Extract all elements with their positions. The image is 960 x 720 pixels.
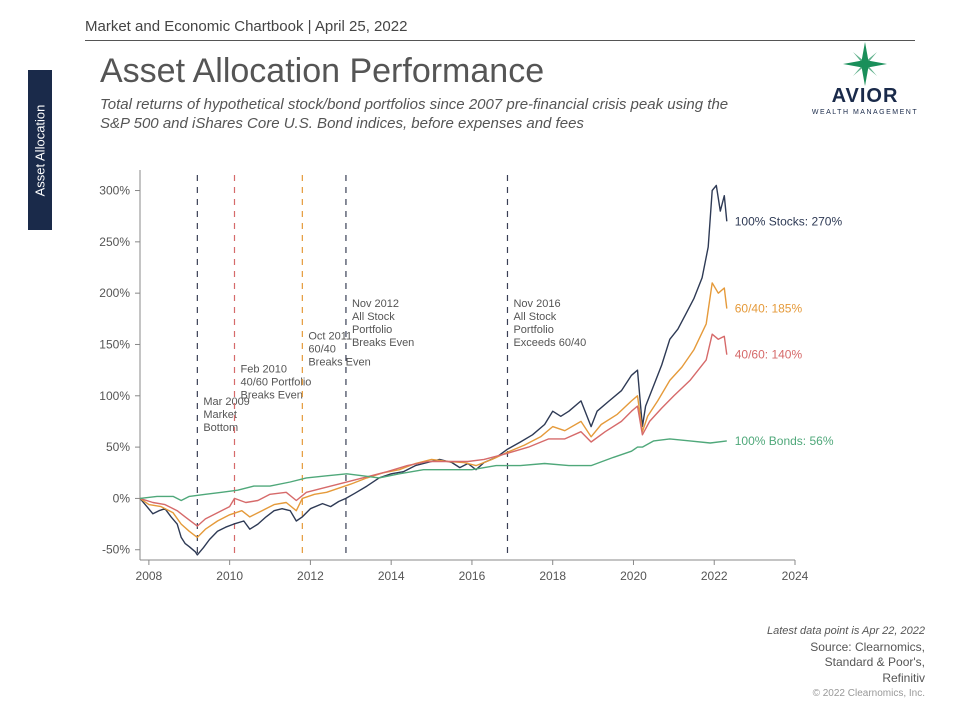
source-line-1: Source: Clearnomics,	[810, 640, 925, 656]
series-label-forty60: 40/60: 140%	[735, 348, 803, 362]
logo-svg: AVIOR WEALTH MANAGEMENT	[800, 40, 930, 120]
svg-text:300%: 300%	[99, 184, 130, 198]
svg-text:All Stock: All Stock	[513, 311, 556, 323]
svg-text:60/40: 60/40	[308, 344, 336, 356]
series-label-bonds100: 100% Bonds: 56%	[735, 434, 834, 448]
svg-text:Nov 2016: Nov 2016	[513, 298, 560, 310]
svg-text:2014: 2014	[378, 569, 405, 583]
page-subtitle: Total returns of hypothetical stock/bond…	[100, 96, 750, 134]
svg-text:Portfolio: Portfolio	[352, 324, 392, 336]
subheader: Market and Economic Chartbook | April 25…	[85, 18, 407, 35]
header-rule	[85, 40, 915, 41]
svg-text:WEALTH MANAGEMENT: WEALTH MANAGEMENT	[812, 109, 918, 116]
sidebar-tab-label: Asset Allocation	[33, 104, 48, 196]
copyright: © 2022 Clearnomics, Inc.	[810, 686, 925, 702]
brand-logo: AVIOR WEALTH MANAGEMENT	[800, 40, 930, 125]
svg-text:0%: 0%	[113, 491, 131, 505]
source-block: Source: Clearnomics, Standard & Poor's, …	[810, 640, 925, 702]
svg-text:100%: 100%	[99, 389, 130, 403]
svg-text:Feb 2010: Feb 2010	[240, 363, 286, 375]
svg-text:Market: Market	[203, 409, 237, 421]
performance-chart: -50% 0% 50% 100% 150% 200% 250% 300% 2008 2010 201…	[85, 160, 915, 600]
svg-text:2024: 2024	[782, 569, 809, 583]
source-line-3: Refinitiv	[810, 671, 925, 687]
svg-text:2020: 2020	[620, 569, 647, 583]
svg-text:Nov 2012: Nov 2012	[352, 298, 399, 310]
svg-text:-50%: -50%	[102, 543, 130, 557]
svg-text:250%: 250%	[99, 235, 130, 249]
svg-text:All Stock: All Stock	[352, 311, 395, 323]
series-label-stocks100: 100% Stocks: 270%	[735, 214, 843, 228]
svg-text:2018: 2018	[539, 569, 566, 583]
svg-text:2012: 2012	[297, 569, 324, 583]
svg-text:Breaks Even: Breaks Even	[240, 389, 302, 401]
svg-text:Breaks Even: Breaks Even	[308, 357, 370, 369]
series-label-sixty40: 60/40: 185%	[735, 302, 803, 316]
svg-text:150%: 150%	[99, 337, 130, 351]
source-line-2: Standard & Poor's,	[810, 655, 925, 671]
svg-text:Breaks Even: Breaks Even	[352, 337, 414, 349]
series-bonds100	[140, 439, 727, 501]
svg-text:AVIOR: AVIOR	[832, 85, 899, 107]
page: Asset Allocation Market and Economic Cha…	[0, 0, 960, 720]
svg-text:2008: 2008	[136, 569, 163, 583]
series-stocks100	[140, 185, 727, 555]
svg-text:50%: 50%	[106, 440, 130, 454]
svg-text:200%: 200%	[99, 286, 130, 300]
svg-text:40/60 Portfolio: 40/60 Portfolio	[240, 376, 311, 388]
data-point-note: Latest data point is Apr 22, 2022	[767, 625, 925, 637]
svg-text:2016: 2016	[459, 569, 486, 583]
svg-text:2022: 2022	[701, 569, 728, 583]
svg-text:2010: 2010	[216, 569, 243, 583]
svg-text:Portfolio: Portfolio	[513, 324, 553, 336]
svg-text:Exceeds 60/40: Exceeds 60/40	[513, 337, 586, 349]
svg-text:Bottom: Bottom	[203, 422, 238, 434]
page-title: Asset Allocation Performance	[100, 52, 544, 91]
sidebar-tab: Asset Allocation	[28, 70, 52, 230]
